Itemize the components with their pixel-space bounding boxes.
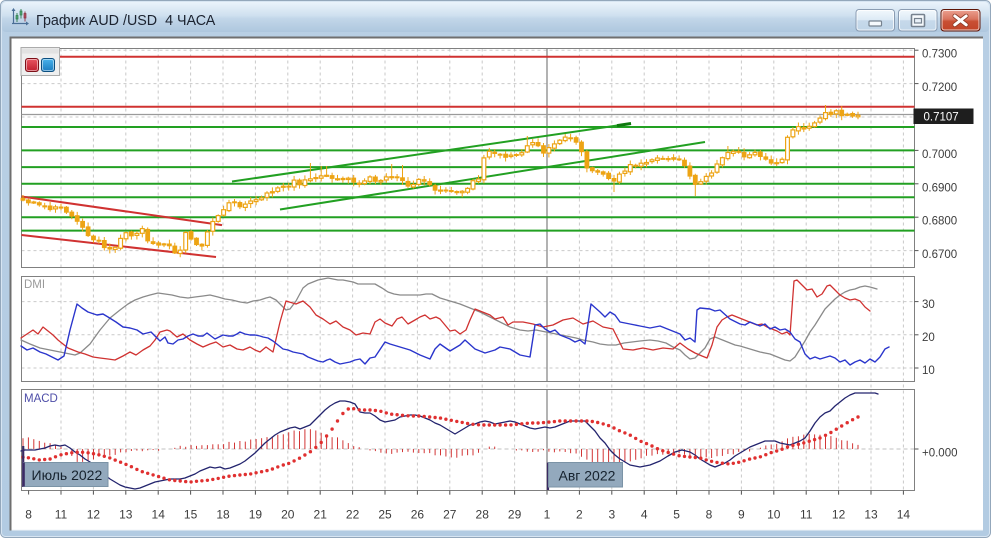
svg-text:0.6700: 0.6700	[922, 249, 957, 261]
svg-text:11: 11	[55, 508, 68, 522]
svg-text:10: 10	[922, 365, 935, 377]
svg-text:9: 9	[738, 508, 745, 522]
svg-text:2: 2	[576, 508, 583, 522]
svg-text:18: 18	[216, 508, 230, 522]
svg-text:20: 20	[922, 332, 935, 344]
svg-text:0.6900: 0.6900	[922, 182, 957, 194]
svg-text:1: 1	[544, 508, 551, 522]
svg-text:10: 10	[767, 508, 781, 522]
svg-text:15: 15	[184, 508, 198, 522]
svg-text:22: 22	[346, 508, 360, 522]
svg-text:+0.000: +0.000	[922, 448, 958, 460]
svg-text:13: 13	[864, 508, 878, 522]
svg-text:4: 4	[641, 508, 648, 522]
svg-text:25: 25	[378, 508, 392, 522]
svg-text:8: 8	[706, 508, 713, 522]
svg-text:График AUD /USD 4 ЧАСА: График AUD /USD 4 ЧАСА	[36, 13, 216, 29]
svg-text:26: 26	[411, 508, 425, 522]
svg-text:12: 12	[87, 508, 101, 522]
svg-text:Июль 2022: Июль 2022	[32, 467, 103, 483]
svg-text:19: 19	[249, 508, 263, 522]
svg-text:13: 13	[119, 508, 133, 522]
svg-text:0.7200: 0.7200	[922, 82, 957, 94]
svg-text:0.7300: 0.7300	[922, 49, 957, 61]
svg-text:28: 28	[476, 508, 490, 522]
svg-text:29: 29	[508, 508, 522, 522]
svg-text:20: 20	[281, 508, 295, 522]
svg-text:DMI: DMI	[24, 279, 45, 291]
svg-text:12: 12	[832, 508, 846, 522]
svg-text:30: 30	[922, 299, 935, 311]
svg-text:27: 27	[443, 508, 457, 522]
svg-text:21: 21	[314, 508, 328, 522]
svg-text:0.7000: 0.7000	[922, 149, 957, 161]
svg-text:14: 14	[152, 508, 166, 522]
svg-text:3: 3	[608, 508, 615, 522]
svg-text:MACD: MACD	[24, 393, 58, 405]
svg-text:0.7107: 0.7107	[924, 111, 959, 123]
svg-text:Авг 2022: Авг 2022	[559, 468, 616, 484]
svg-text:8: 8	[25, 508, 32, 522]
svg-text:14: 14	[897, 508, 911, 522]
svg-text:5: 5	[673, 508, 680, 522]
svg-text:11: 11	[800, 508, 813, 522]
svg-text:0.6800: 0.6800	[922, 216, 957, 228]
